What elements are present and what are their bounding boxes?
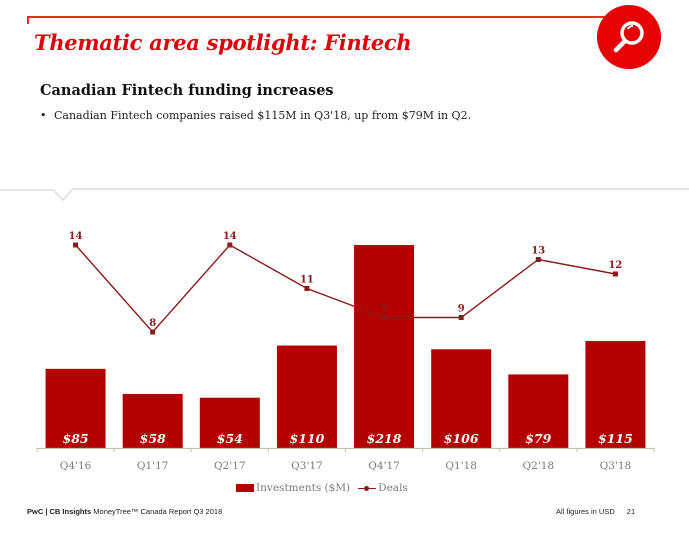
- deals-value-label: 14: [223, 231, 237, 242]
- header-rule: [27, 16, 607, 18]
- x-tick-label: Q3'17: [291, 460, 323, 472]
- deals-line: [75, 244, 616, 334]
- footer-source: PwC | CB Insights MoneyTree™ Canada Repo…: [27, 507, 222, 516]
- deals-value-label: 12: [608, 260, 622, 271]
- section-heading: Canadian Fintech funding increases: [40, 82, 334, 99]
- deals-point: [150, 329, 156, 335]
- x-tick-label: Q4'16: [60, 460, 92, 472]
- x-tick-label: Q2'18: [523, 460, 555, 472]
- deals-point: [535, 257, 541, 262]
- footer-note: All figures in USD: [556, 507, 615, 516]
- bar-investments: [354, 245, 415, 448]
- deals-point: [612, 271, 618, 277]
- magnifying-glass-icon: [613, 21, 644, 53]
- bar-value-label: $106: [444, 431, 479, 446]
- deals-point: [73, 242, 79, 248]
- header-rule-tick: [27, 16, 29, 24]
- deals-value-label: 14: [69, 231, 83, 242]
- page-title: Thematic area spotlight: Fintech: [34, 30, 412, 55]
- funding-chart: $85 $58 $54 $110 $218 $106 $79 $115 Q4'16 Q1'17 Q2…: [36, 231, 655, 472]
- bar-value-label: $85: [63, 431, 89, 446]
- section-divider: [0, 188, 689, 202]
- bar-value-label: $110: [290, 431, 325, 446]
- x-tick-label: Q1'17: [137, 460, 169, 472]
- deals-point: [381, 315, 387, 320]
- legend-swatch-deals: [358, 484, 377, 493]
- bar-value-label: $115: [598, 431, 633, 446]
- deals-value-label: 11: [300, 275, 314, 286]
- bullet-marker: •: [40, 109, 47, 122]
- bar-investments: [431, 349, 492, 448]
- x-tick-label: Q2'17: [214, 460, 246, 472]
- footer-meta: All figures in USD 21: [556, 507, 635, 516]
- deals-value-label: 9: [381, 304, 388, 315]
- deals-point: [458, 315, 464, 320]
- legend-swatch-investments: [236, 484, 254, 492]
- x-tick-label: Q3'18: [600, 460, 632, 472]
- footer-report: MoneyTree™ Canada Report Q3 2018: [93, 507, 223, 516]
- x-tick-label: Q4'17: [368, 460, 400, 472]
- bar-value-label: $54: [217, 431, 243, 446]
- deals-point: [304, 286, 310, 291]
- page-number: 21: [626, 507, 636, 516]
- deals-value-label: 13: [531, 246, 545, 257]
- bullet-text: Canadian Fintech companies raised $115M …: [54, 109, 472, 122]
- deals-value-label: 9: [458, 304, 465, 315]
- bar-investments: [122, 393, 183, 448]
- bar-investments: [585, 340, 646, 448]
- x-tick-label: Q1'18: [445, 460, 477, 472]
- legend-label-deals: Deals: [378, 482, 408, 494]
- bar-investments: [199, 397, 260, 448]
- chart-legend: Investments ($M) Deals: [236, 482, 408, 494]
- spotlight-badge: [597, 5, 661, 69]
- deals-value-label: 8: [149, 318, 156, 329]
- bar-investments: [45, 368, 106, 448]
- bar-investments: [508, 374, 569, 448]
- footer-brand: PwC | CB Insights: [27, 507, 92, 516]
- bar-value-label: $58: [140, 431, 166, 446]
- legend-label-investments: Investments ($M): [256, 482, 351, 494]
- bar-value-label: $79: [525, 431, 551, 446]
- bullet-item: • Canadian Fintech companies raised $115M…: [40, 109, 471, 122]
- bar-investments: [276, 345, 337, 448]
- deals-point: [227, 242, 233, 248]
- bar-value-label: $218: [367, 431, 402, 446]
